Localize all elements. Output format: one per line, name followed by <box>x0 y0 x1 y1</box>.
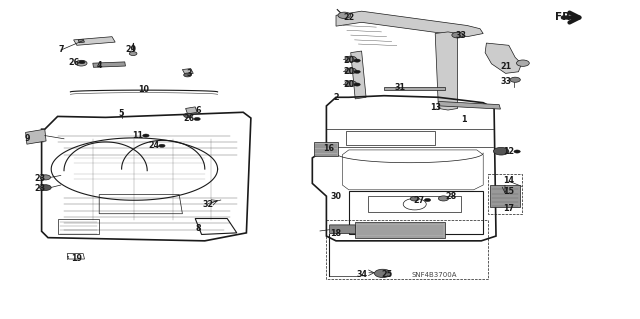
Polygon shape <box>182 69 193 74</box>
Text: 20: 20 <box>343 56 355 65</box>
Text: 3: 3 <box>186 69 191 78</box>
Circle shape <box>345 81 356 86</box>
Text: 33: 33 <box>500 77 511 86</box>
Text: 12: 12 <box>503 147 515 156</box>
Polygon shape <box>351 51 366 99</box>
Text: 33: 33 <box>455 31 467 40</box>
Text: 5: 5 <box>119 109 124 118</box>
Text: 19: 19 <box>71 254 83 263</box>
Polygon shape <box>74 37 115 45</box>
Text: 2: 2 <box>333 93 339 102</box>
Circle shape <box>79 61 85 64</box>
Text: 7: 7 <box>58 45 63 54</box>
Text: 15: 15 <box>503 187 515 196</box>
Text: 6: 6 <box>196 106 201 115</box>
Text: 21: 21 <box>500 63 511 71</box>
Text: 26: 26 <box>183 115 195 123</box>
Text: 29: 29 <box>125 45 137 54</box>
Circle shape <box>129 52 137 56</box>
Circle shape <box>40 185 51 190</box>
Circle shape <box>354 70 360 73</box>
Circle shape <box>514 150 520 153</box>
Text: 17: 17 <box>503 204 515 213</box>
Polygon shape <box>435 32 458 110</box>
Polygon shape <box>384 87 445 90</box>
Circle shape <box>184 113 193 118</box>
Text: 23: 23 <box>34 184 45 193</box>
Text: 18: 18 <box>330 229 342 238</box>
Text: 20: 20 <box>343 80 355 89</box>
Circle shape <box>40 175 51 180</box>
Text: 28: 28 <box>445 192 457 201</box>
Text: 26: 26 <box>68 58 79 67</box>
Text: 22: 22 <box>343 13 355 22</box>
Circle shape <box>424 198 431 202</box>
Text: 4: 4 <box>97 61 102 70</box>
Circle shape <box>76 60 87 66</box>
Text: SNF4B3700A: SNF4B3700A <box>411 272 457 278</box>
Polygon shape <box>330 225 357 234</box>
Circle shape <box>354 83 360 86</box>
Circle shape <box>194 117 200 121</box>
Text: 34: 34 <box>356 271 367 279</box>
Circle shape <box>516 60 529 66</box>
Text: 8: 8 <box>196 224 201 233</box>
Circle shape <box>345 68 356 74</box>
Text: FR.: FR. <box>555 11 574 22</box>
Circle shape <box>452 32 463 38</box>
Text: 24: 24 <box>148 141 159 150</box>
Polygon shape <box>490 185 520 207</box>
Polygon shape <box>438 101 500 109</box>
Circle shape <box>374 269 391 278</box>
Polygon shape <box>93 62 125 67</box>
Polygon shape <box>485 43 522 73</box>
Circle shape <box>143 134 149 137</box>
Circle shape <box>410 197 419 201</box>
Text: 13: 13 <box>429 103 441 112</box>
Circle shape <box>184 73 191 77</box>
Text: 16: 16 <box>323 144 334 153</box>
Text: 32: 32 <box>202 200 214 209</box>
Polygon shape <box>26 129 46 144</box>
Circle shape <box>345 56 356 62</box>
Circle shape <box>510 77 520 82</box>
Polygon shape <box>78 39 84 43</box>
Text: 9: 9 <box>24 134 29 143</box>
Text: 27: 27 <box>413 196 425 204</box>
Text: 11: 11 <box>132 131 143 140</box>
Polygon shape <box>186 107 197 114</box>
Circle shape <box>438 196 449 201</box>
Polygon shape <box>355 222 445 238</box>
Circle shape <box>159 144 165 147</box>
Text: 10: 10 <box>138 85 150 94</box>
Text: 25: 25 <box>381 271 393 279</box>
Polygon shape <box>336 11 483 37</box>
Polygon shape <box>314 142 338 156</box>
Circle shape <box>354 59 360 62</box>
Text: 20: 20 <box>343 67 355 76</box>
Text: 1: 1 <box>461 115 467 124</box>
Text: 14: 14 <box>503 176 515 185</box>
Circle shape <box>493 147 509 155</box>
Text: 31: 31 <box>394 83 406 92</box>
Text: 23: 23 <box>34 174 45 183</box>
Circle shape <box>338 12 351 19</box>
Text: 30: 30 <box>330 192 342 201</box>
